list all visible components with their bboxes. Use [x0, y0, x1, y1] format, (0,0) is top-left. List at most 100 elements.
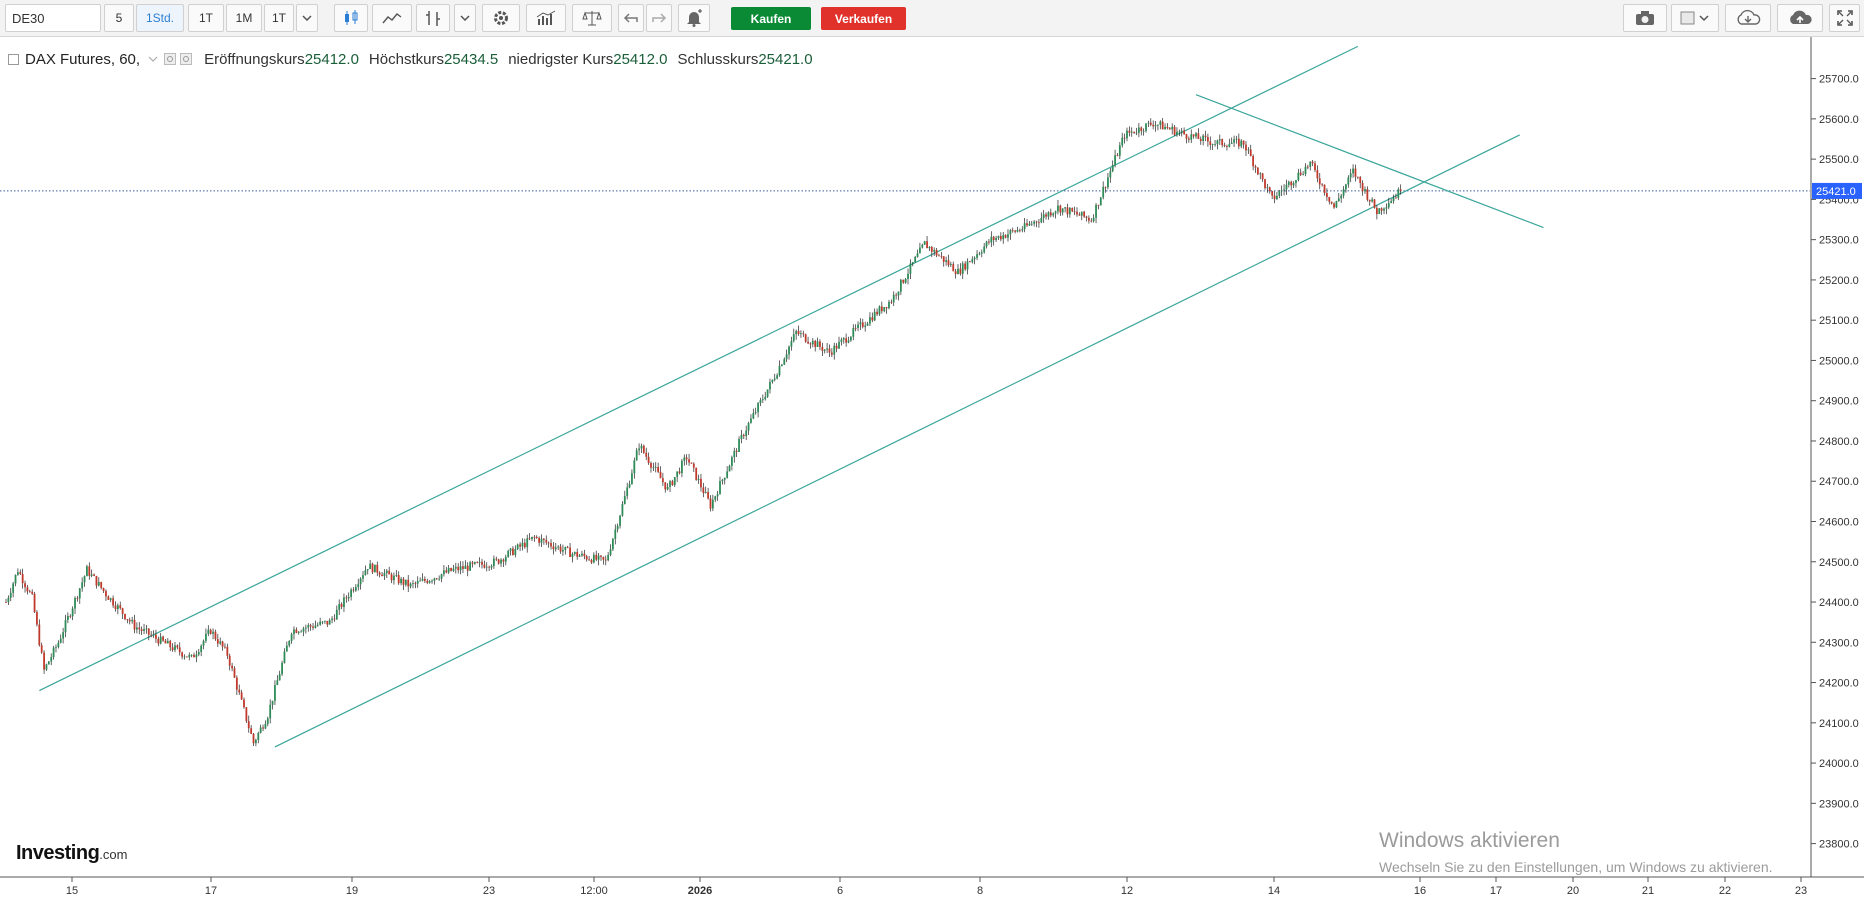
candle-body — [240, 692, 243, 700]
candle-body — [407, 579, 410, 587]
compare-scale-icon — [582, 10, 602, 26]
time-axis[interactable]: 15 17 19 23 12:00 2026 6 8 12 14 16 17 20 21 22 23 — [0, 876, 1864, 897]
candle-body — [1323, 184, 1326, 194]
price-chart[interactable]: 23800.0 23900.0 24000.0 24100.0 24200.0 24300… — [0, 37, 1864, 898]
candle-body — [642, 445, 645, 453]
candle-body — [257, 732, 260, 740]
candle-body — [209, 629, 212, 634]
candle-body — [1157, 124, 1159, 126]
candle-body — [771, 379, 774, 383]
candle-body — [1237, 138, 1240, 147]
candle-body — [1266, 187, 1269, 189]
candle-body — [1183, 130, 1185, 135]
investing-logo[interactable]: Investing.com — [16, 842, 127, 865]
interval-5-button[interactable]: 5 — [104, 4, 134, 32]
draw-tools-button[interactable] — [416, 4, 450, 32]
alert-bell-icon — [685, 9, 703, 27]
interval-1t-button[interactable]: 1T — [264, 4, 294, 32]
trendlines[interactable] — [39, 45, 1544, 748]
candle-body — [331, 618, 333, 621]
candle-body — [238, 689, 241, 693]
chevron-down-icon[interactable] — [148, 55, 158, 63]
candle-body — [590, 559, 593, 563]
logo-text: Investing — [16, 842, 100, 864]
candle-body — [150, 634, 153, 636]
candle-body — [1095, 204, 1097, 218]
candle-body — [1121, 137, 1124, 146]
candle-body — [178, 647, 181, 653]
candle-body — [535, 536, 538, 538]
undo-icon — [623, 12, 639, 24]
candle-body — [1142, 130, 1145, 132]
draw-tools-dropdown-button[interactable] — [454, 4, 476, 32]
candle-body — [1104, 186, 1107, 188]
time-tick-label: 17 — [1490, 885, 1502, 897]
candle-body — [423, 578, 426, 581]
candle-body — [566, 546, 569, 548]
settings-small-icon[interactable] — [180, 53, 193, 65]
instrument-title[interactable]: DAX Futures, 60, — [25, 50, 141, 68]
interval-1h-button[interactable]: 1Std. — [136, 4, 184, 32]
color-picker-button[interactable] — [1671, 4, 1719, 32]
candle-body — [293, 629, 295, 635]
candle-body — [888, 301, 890, 309]
candle-body — [312, 626, 314, 628]
candle-body — [852, 327, 855, 337]
trendline-1[interactable] — [39, 45, 1359, 692]
compare-button[interactable] — [572, 4, 612, 32]
candle-body — [859, 322, 862, 325]
interval-1m-button[interactable]: 1M — [226, 4, 262, 32]
fullscreen-button[interactable] — [1829, 4, 1860, 32]
sell-button[interactable]: Verkaufen — [821, 7, 906, 30]
candle-body — [1245, 144, 1247, 151]
candle-body — [404, 579, 407, 585]
redo-button[interactable] — [646, 4, 672, 32]
candle-body — [1083, 211, 1086, 217]
collapse-legend-icon[interactable] — [8, 53, 19, 65]
candle-body — [973, 257, 976, 260]
price-tick-label: 23800.0 — [1819, 839, 1859, 851]
candle-body — [809, 343, 812, 345]
candle-body — [1018, 229, 1021, 231]
candle-body — [1295, 180, 1297, 184]
candle-body — [1057, 205, 1059, 212]
candle-body — [671, 481, 674, 486]
candle-body — [1130, 131, 1133, 133]
candle-body — [354, 587, 357, 591]
interval-dropdown-button[interactable] — [296, 4, 318, 32]
cloud-upload-button[interactable] — [1777, 4, 1823, 32]
candle-body — [850, 336, 852, 341]
trendline-2[interactable] — [274, 134, 1520, 748]
candle-body — [519, 544, 521, 547]
candle-body — [183, 656, 186, 658]
settings-button[interactable] — [482, 4, 520, 32]
screenshot-button[interactable] — [1623, 4, 1667, 32]
candle-body — [174, 645, 176, 651]
cloud-download-button[interactable] — [1725, 4, 1771, 32]
indicators-button[interactable] — [526, 4, 566, 32]
candle-body — [285, 645, 288, 652]
candle-body — [171, 647, 174, 651]
candle-body — [678, 471, 681, 474]
visibility-toggle-icon[interactable] — [164, 53, 177, 65]
candle-body — [1040, 217, 1043, 223]
interval-1d-button[interactable]: 1T — [188, 4, 224, 32]
symbol-input[interactable]: DE30 — [5, 4, 101, 32]
candle-body — [493, 558, 495, 567]
candle-body — [450, 567, 452, 571]
candle-body — [623, 496, 626, 505]
candle-body — [228, 655, 231, 666]
alert-button[interactable] — [678, 4, 710, 32]
candle-body — [69, 615, 72, 617]
undo-button[interactable] — [618, 4, 644, 32]
price-axis[interactable]: 23800.0 23900.0 24000.0 24100.0 24200.0 24300… — [1810, 37, 1862, 877]
price-tick-label: 25500.0 — [1819, 154, 1859, 166]
candle-body — [728, 465, 731, 472]
candle-style-button[interactable] — [334, 4, 368, 32]
candle-body — [335, 609, 338, 620]
candle-body — [459, 566, 462, 571]
buy-button[interactable]: Kaufen — [731, 7, 811, 30]
line-chart-button[interactable] — [372, 4, 412, 32]
trendline-3[interactable] — [1195, 94, 1544, 229]
candle-body — [564, 546, 567, 550]
